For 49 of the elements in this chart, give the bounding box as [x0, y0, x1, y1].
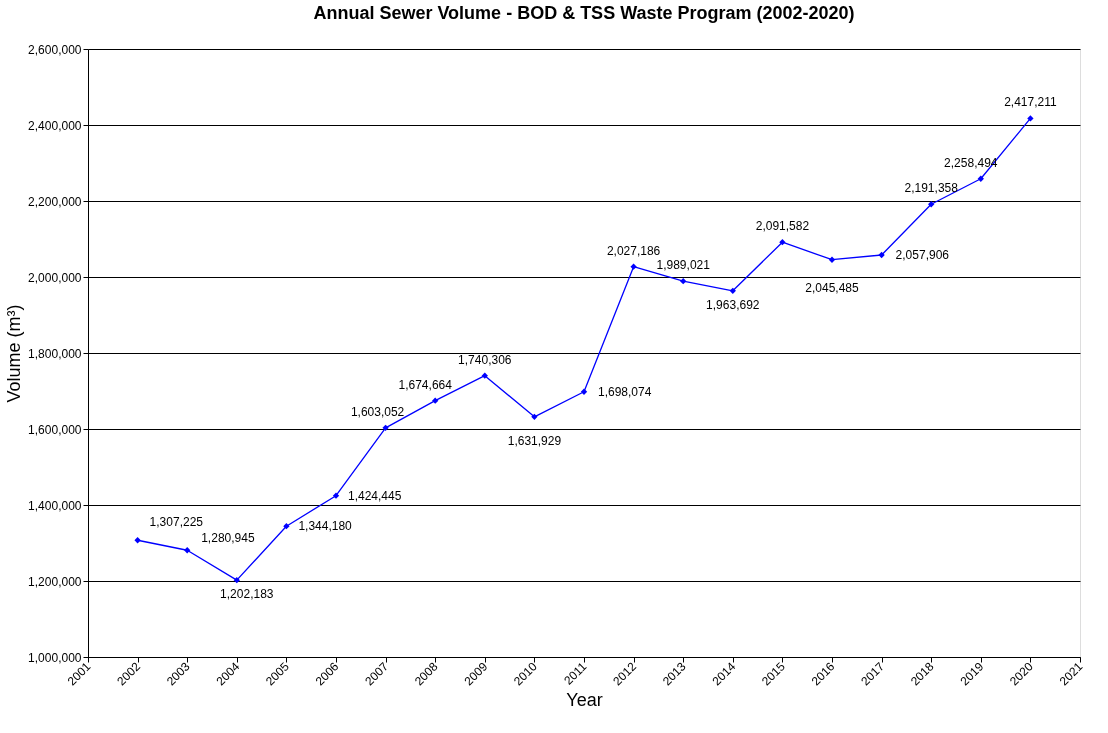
y-tick-label: 1,200,000	[28, 574, 82, 589]
point	[233, 577, 240, 584]
point	[680, 278, 687, 285]
y-tick-label: 2,000,000	[28, 270, 82, 285]
x-axis-title: Year	[566, 689, 603, 710]
point	[779, 239, 786, 246]
data-label: 1,202,183	[220, 587, 274, 602]
point	[184, 547, 191, 554]
data-label: 1,631,929	[507, 433, 562, 448]
data-label: 1,307,225	[149, 515, 204, 530]
y-tick-label: 1,400,000	[28, 498, 82, 513]
point	[481, 372, 488, 379]
point	[878, 251, 885, 259]
y-tick-label: 1,000,000	[28, 650, 82, 665]
data-label: 2,191,358	[904, 181, 959, 196]
data-label: 1,740,306	[458, 352, 512, 367]
point	[1027, 115, 1034, 122]
data-label: 1,424,445	[348, 488, 402, 503]
y-axis-title: Volume (m³)	[4, 304, 25, 403]
data-label: 1,280,945	[201, 531, 255, 546]
y-tick-label: 2,200,000	[28, 194, 82, 209]
point	[432, 397, 439, 404]
point	[580, 388, 588, 395]
point	[729, 287, 736, 294]
y-tick-label: 1,600,000	[28, 422, 82, 437]
point	[134, 537, 141, 544]
chart-title: Annual Sewer Volume - BOD & TSS Waste Program (2002-2020)	[313, 3, 855, 23]
point	[382, 424, 389, 431]
data-label: 1,674,664	[398, 377, 453, 392]
data-label: 1,963,692	[706, 297, 760, 312]
point	[531, 413, 538, 421]
y-tick-label: 2,400,000	[28, 118, 82, 133]
point	[977, 175, 984, 182]
data-label: 2,417,211	[1004, 95, 1057, 110]
data-label: 2,027,186	[606, 243, 661, 258]
data-label: 1,989,021	[656, 258, 711, 273]
data-label: 2,045,485	[805, 280, 860, 295]
data-label: 2,057,906	[895, 248, 950, 262]
point	[630, 263, 637, 270]
data-label: 1,603,052	[350, 404, 405, 419]
point	[828, 256, 836, 263]
data-label: 1,698,074	[598, 384, 652, 399]
point	[283, 523, 290, 530]
point	[928, 201, 935, 208]
y-tick-label: 1,800,000	[28, 346, 82, 361]
y-tick-label: 2,600,000	[28, 42, 82, 57]
point	[332, 492, 340, 499]
data-label: 2,091,582	[755, 219, 810, 234]
data-label: 1,344,180	[298, 519, 353, 534]
